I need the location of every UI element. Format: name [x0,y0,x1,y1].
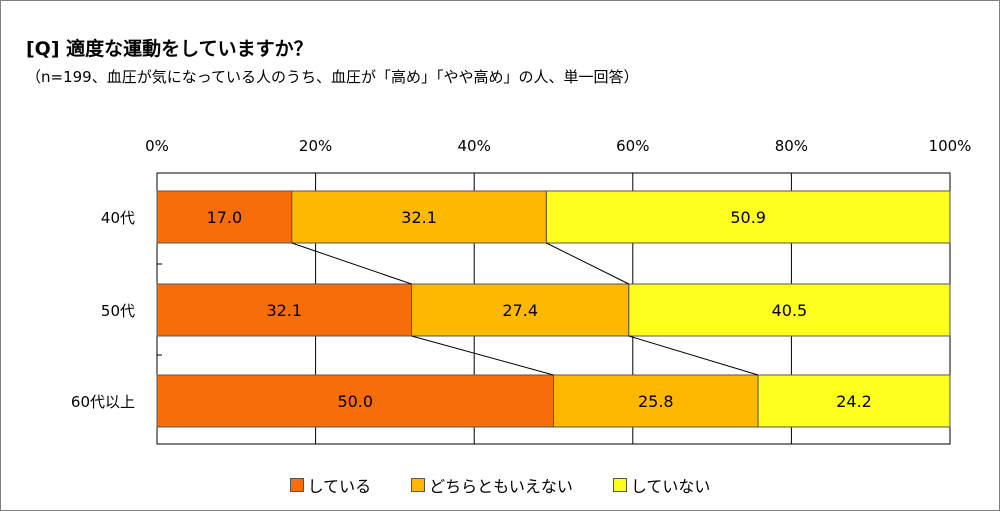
x-tick-label: 100% [929,137,972,155]
legend-label-shiteiru: している [307,477,372,496]
data-label: 32.1 [401,208,437,227]
legend-label-shiteinai: していない [630,477,711,496]
bar-segment [757,374,951,428]
bar-segment [156,374,554,428]
data-label: 25.8 [638,392,674,411]
x-tick-label: 60% [616,137,649,155]
bar-segment [553,374,759,428]
data-label: 32.1 [266,301,302,320]
legend-item-dochira: どちらともいえない [411,473,573,497]
category-label: 50代 [101,302,135,320]
category-label: 60代以上 [71,393,135,411]
legend-label-dochira: どちらともいえない [429,477,573,496]
legend: している どちらともいえない していない [0,473,1000,497]
legend-swatch-dochira [411,478,426,492]
legend-item-shiteinai: していない [612,473,711,497]
bar-segment [628,283,951,337]
bar-segment [545,190,951,244]
chart-subtitle: （n=199、血圧が気になっている人のうち、血圧が「高め」「やや高め」の人、単一… [26,68,639,86]
series-connector-line [291,242,412,285]
data-label: 24.2 [836,392,872,411]
data-label: 17.0 [207,208,243,227]
series-connector-line [628,335,759,376]
legend-item-shiteiru: している [289,473,372,497]
chart-title: [Q] 適度な運動をしていますか？ [26,38,313,60]
series-connector-line [546,242,630,285]
data-label: 40.5 [772,301,808,320]
category-label: 40代 [101,209,135,227]
data-label: 50.0 [337,392,373,411]
x-tick-label: 20% [299,137,332,155]
data-label: 50.9 [730,208,766,227]
x-tick-label: 80% [775,137,808,155]
bar-segment [156,283,413,337]
legend-swatch-shiteiru [289,478,304,492]
legend-swatch-shiteinai [612,478,627,492]
bar-segment [411,283,630,337]
x-tick-label: 40% [458,137,491,155]
x-tick-label: 0% [145,137,169,155]
series-connector-line [411,335,554,376]
bar-segment [156,190,293,244]
data-label: 27.4 [502,301,538,320]
